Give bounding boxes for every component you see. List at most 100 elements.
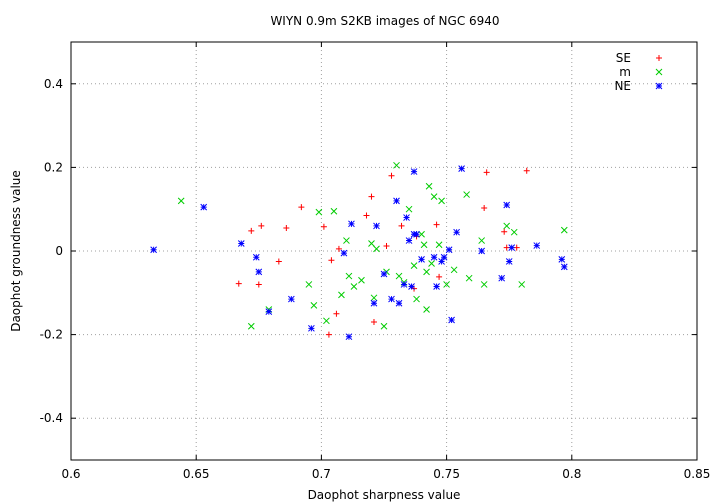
point-NE <box>252 253 260 261</box>
point-NE <box>348 220 355 228</box>
x-tick-label: 0.85 <box>684 467 711 481</box>
legend-label-SE: SE <box>616 51 631 65</box>
y-axis-label: Daophot groundness value <box>9 170 23 332</box>
point-m <box>443 281 450 288</box>
point-m <box>368 240 375 247</box>
point-NE <box>445 246 453 254</box>
point-NE <box>265 308 273 315</box>
point-SE <box>503 244 510 251</box>
point-m <box>560 226 568 234</box>
point-m <box>413 295 420 303</box>
point-m <box>425 182 433 190</box>
point-m <box>380 322 388 330</box>
point-NE <box>440 253 448 261</box>
point-m <box>395 272 403 280</box>
series-m <box>177 161 568 330</box>
point-SE <box>255 281 262 288</box>
point-m <box>358 276 365 284</box>
point-m <box>450 266 458 274</box>
point-m <box>428 260 435 267</box>
point-SE <box>325 331 332 338</box>
point-m <box>370 294 378 302</box>
data-points <box>150 161 568 341</box>
point-m <box>393 161 400 169</box>
point-NE <box>508 244 516 252</box>
y-tick-label: -0.4 <box>40 411 63 425</box>
series-SE <box>235 167 530 338</box>
y-tick-label: 0.2 <box>44 160 63 174</box>
point-SE <box>328 257 335 264</box>
tick-labels: 0.6 0.65 0.7 0.75 0.8 0.85 -0.4 -0.2 0 0.2 0.4 <box>40 77 711 481</box>
point-m <box>465 274 473 282</box>
y-tick-label: 0 <box>55 244 63 258</box>
point-SE <box>433 221 440 228</box>
point-SE <box>370 319 377 326</box>
legend-marker-SE <box>656 55 662 61</box>
point-m <box>463 191 470 198</box>
point-NE <box>408 283 415 290</box>
y-tick-label: -0.2 <box>40 328 63 342</box>
grid-lines <box>71 42 697 460</box>
point-NE <box>498 274 506 282</box>
point-NE <box>340 249 348 257</box>
point-SE <box>398 222 405 229</box>
point-m <box>480 281 488 288</box>
point-SE <box>368 193 375 200</box>
point-NE <box>370 299 378 307</box>
point-NE <box>453 228 460 236</box>
point-m <box>323 317 330 325</box>
point-SE <box>501 228 508 235</box>
point-SE <box>363 212 370 219</box>
point-NE <box>410 168 418 175</box>
point-m <box>423 268 430 276</box>
point-NE <box>560 263 568 271</box>
chart-title: WIYN 0.9m S2KB images of NGC 6940 <box>270 14 499 28</box>
point-SE <box>298 204 305 211</box>
point-SE <box>523 167 530 174</box>
point-m <box>430 193 438 201</box>
x-tick-label: 0.8 <box>562 467 581 481</box>
point-m <box>373 245 380 253</box>
point-m <box>418 230 425 238</box>
point-NE <box>478 247 486 255</box>
point-m <box>405 205 413 213</box>
x-tick-label: 0.65 <box>183 467 210 481</box>
point-m <box>330 207 338 215</box>
point-NE <box>405 237 413 244</box>
point-SE <box>333 310 340 317</box>
point-NE <box>373 222 380 230</box>
point-NE <box>255 268 263 276</box>
y-tick-label: 0.4 <box>44 77 63 91</box>
point-m <box>343 237 350 244</box>
point-NE <box>150 246 157 254</box>
point-m <box>305 281 313 288</box>
point-SE <box>320 223 327 230</box>
point-NE <box>380 270 388 278</box>
point-NE <box>388 295 395 303</box>
legend-label-m: m <box>619 65 631 79</box>
point-NE <box>533 242 541 249</box>
x-tick-label: 0.6 <box>61 467 80 481</box>
point-NE <box>558 256 566 263</box>
point-m <box>503 222 511 230</box>
point-m <box>518 281 526 288</box>
legend-marker-NE <box>655 82 663 90</box>
point-m <box>510 228 518 236</box>
legend-label-NE: NE <box>614 79 631 93</box>
point-SE <box>383 242 390 249</box>
point-m <box>310 301 318 309</box>
point-NE <box>403 214 410 221</box>
point-SE <box>436 273 443 280</box>
point-m <box>345 272 353 280</box>
point-NE <box>438 258 445 265</box>
point-SE <box>335 245 342 252</box>
point-m <box>420 241 428 249</box>
point-m <box>478 237 486 244</box>
point-NE <box>413 230 420 238</box>
point-NE <box>200 203 208 211</box>
axis-ticks <box>70 42 698 460</box>
point-m <box>423 306 430 313</box>
point-SE <box>248 227 255 234</box>
